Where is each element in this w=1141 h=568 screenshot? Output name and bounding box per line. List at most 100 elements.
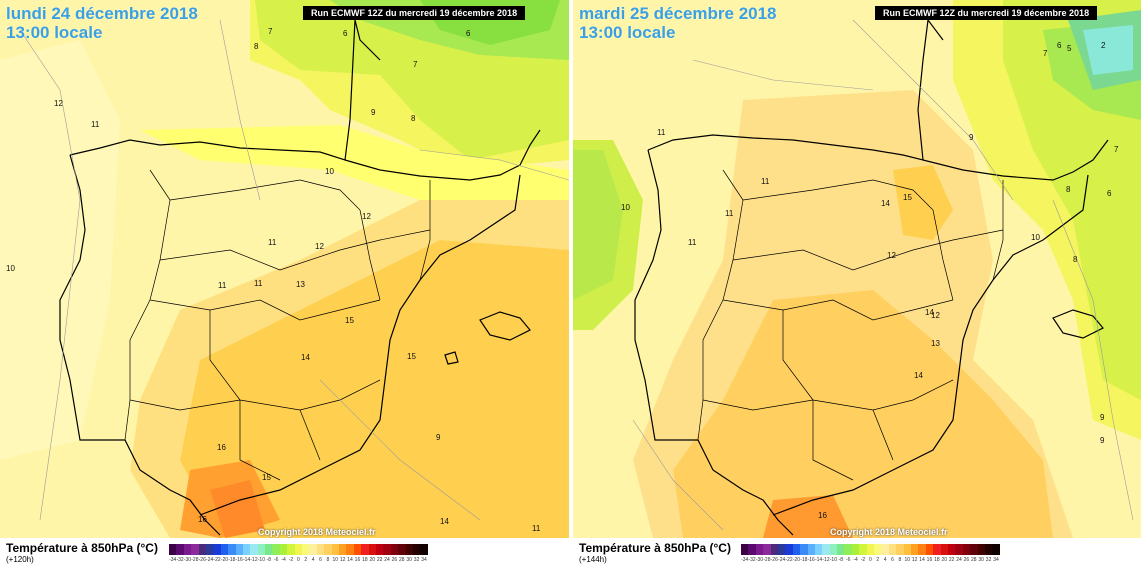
legend-tick-label: 30 <box>406 557 412 563</box>
legend-swatch <box>837 544 845 555</box>
legend-tick-label: 32 <box>413 557 420 563</box>
legend-swatch <box>294 544 303 555</box>
legend-tick-label: -4 <box>853 557 858 563</box>
legend-swatch <box>822 544 830 555</box>
legend-tick-label: 22 <box>376 557 383 563</box>
legend-tick-label: -22 <box>213 557 221 563</box>
legend-swatch <box>925 544 934 555</box>
legend-tick-label: -6 <box>273 557 279 563</box>
legend-tick-label: 16 <box>354 557 361 563</box>
forecast-date-title: lundi 24 décembre 2018 13:00 locale <box>6 4 198 42</box>
isotherm-label: 12 <box>315 242 324 251</box>
legend-tick-label: 18 <box>362 557 368 563</box>
legend-tick-label: 10 <box>332 557 339 563</box>
legend-tick-label: -2 <box>860 557 866 563</box>
legend-tick-label: 12 <box>339 557 346 563</box>
legend-tick-label: 4 <box>883 557 887 563</box>
isotherm-label: 16 <box>818 511 827 520</box>
map-panel-right: 6 5 2 7 11 9 10 11 11 14 15 12 14 10 12 … <box>573 0 1141 568</box>
legend-title: Température à 850hPa (°C) <box>579 541 731 555</box>
legend-swatch <box>346 544 354 555</box>
legend-swatch <box>910 544 919 555</box>
legend-scale-labels: -34 -32 -30 -28 -26 -24 -22 -20 -18 -16 -14 -12 -10-… <box>169 557 428 563</box>
isotherm-label: 16 <box>217 443 226 452</box>
legend-color-scale <box>741 544 1000 555</box>
legend-tick-label: 30 <box>978 557 984 563</box>
legend-swatch <box>390 544 399 555</box>
legend-swatch <box>918 544 926 555</box>
legend-swatch <box>302 544 310 555</box>
legend-tick-label: -12 <box>250 557 258 563</box>
forecast-date-title: mardi 25 décembre 2018 13:00 locale <box>579 4 777 42</box>
legend-tick-label: -8 <box>266 557 271 563</box>
isotherm-label: 11 <box>218 281 227 290</box>
copyright-text: Copyright 2018 Meteociel.fr <box>258 527 376 537</box>
legend-tick-label: -34 <box>169 557 177 563</box>
legend-tick-label: -34 <box>741 557 749 563</box>
legend-tick-label: -18 <box>800 557 808 563</box>
legend-swatch <box>741 544 749 555</box>
legend-tick-label: -8 <box>838 557 843 563</box>
map-panel-left: 7 8 6 6 12 11 7 9 8 10 10 12 11 12 13 11… <box>0 0 569 568</box>
legend-swatch <box>235 544 243 555</box>
legend-tick-label: -4 <box>281 557 286 563</box>
legend-tick-label: 8 <box>898 557 902 563</box>
temperature-map-left: 7 8 6 6 12 11 7 9 8 10 10 12 11 12 13 11… <box>0 0 569 538</box>
legend-tick-label: 12 <box>911 557 918 563</box>
legend-tick-label: -20 <box>792 557 801 563</box>
legend-tick-label: -16 <box>235 557 243 563</box>
legend-tick-label: -12 <box>822 557 830 563</box>
legend-swatch <box>287 544 295 555</box>
legend-tick-label: -10 <box>257 557 265 563</box>
legend-tick-label: -18 <box>228 557 236 563</box>
legend-swatch <box>412 544 421 555</box>
isotherm-label: 5 <box>1067 44 1072 53</box>
isotherm-label: 10 <box>325 167 334 176</box>
legend-tick-label: -26 <box>770 557 778 563</box>
isotherm-label: 12 <box>931 311 940 320</box>
legend-swatch <box>896 544 904 555</box>
legend-swatch <box>331 544 339 555</box>
legend-swatch <box>770 544 778 555</box>
isotherm-label: 13 <box>931 339 940 348</box>
legend-tick-label: 18 <box>934 557 940 563</box>
isotherm-label: 8 <box>1073 255 1078 264</box>
isotherm-label: 8 <box>411 114 416 123</box>
legend-swatch <box>338 544 347 555</box>
isotherm-label: 14 <box>301 353 310 362</box>
legend-swatch <box>748 544 756 555</box>
legend-color-scale <box>169 544 428 555</box>
isotherm-label: 11 <box>657 128 666 137</box>
legend-swatch <box>933 544 941 555</box>
isotherm-label: 7 <box>413 60 418 69</box>
isotherm-label: 15 <box>345 316 354 325</box>
legend-tick-label: 0 <box>296 557 300 563</box>
legend-tick-label: -14 <box>242 557 251 563</box>
isotherm-label: 9 <box>436 433 441 442</box>
isotherm-label: 15 <box>407 352 416 361</box>
legend-tick-label: 24 <box>956 557 962 563</box>
isotherm-label: 11 <box>532 524 541 533</box>
legend-swatch <box>859 544 867 555</box>
legend-tick-label: 4 <box>311 557 315 563</box>
color-legend: Température à 850hPa (°C) (+120h) -34 -32… <box>0 538 569 568</box>
legend-swatch <box>807 544 815 555</box>
legend-tick-label: 26 <box>391 557 398 563</box>
legend-swatch <box>383 544 391 555</box>
isotherm-label: 14 <box>914 371 923 380</box>
legend-tick-label: 16 <box>926 557 933 563</box>
legend-tick-label: -2 <box>288 557 294 563</box>
isotherm-label: 11 <box>688 238 697 247</box>
legend-swatch <box>940 544 948 555</box>
legend-swatch <box>814 544 823 555</box>
legend-tick-label: -32 <box>176 557 184 563</box>
legend-swatch <box>800 544 808 555</box>
legend-tick-label: -30 <box>183 557 192 563</box>
isotherm-label: 9 <box>371 108 376 117</box>
legend-swatch <box>183 544 192 555</box>
legend-swatch <box>198 544 206 555</box>
legend-swatch <box>844 544 852 555</box>
forecast-local-time: 13:00 locale <box>6 23 103 42</box>
legend-swatch <box>851 544 860 555</box>
legend-tick-label: -28 <box>191 557 199 563</box>
